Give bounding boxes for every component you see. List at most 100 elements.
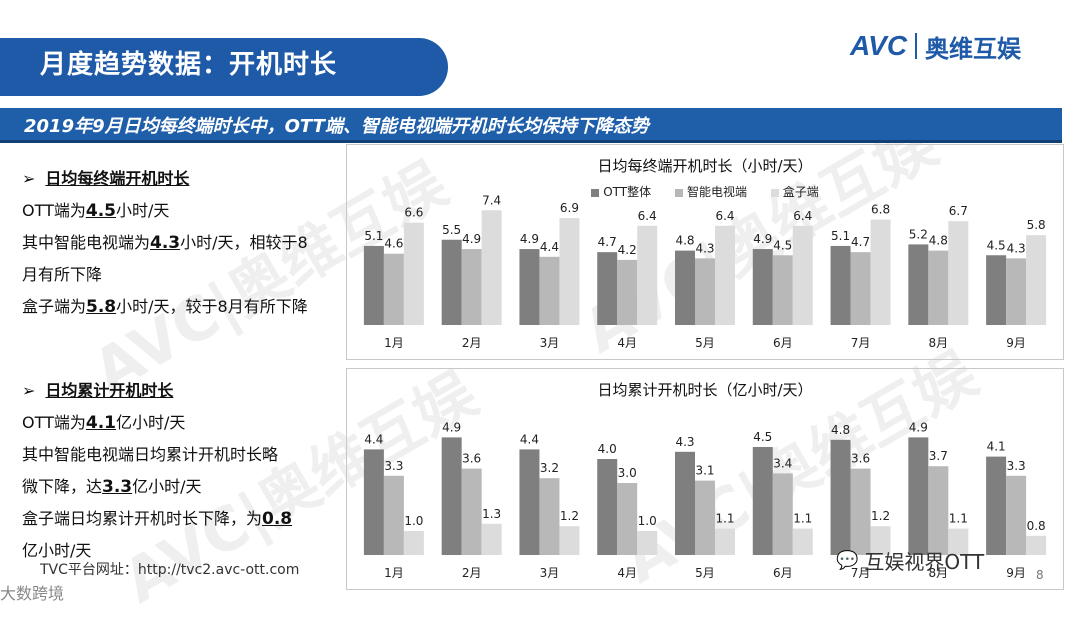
data-label: 3.6 <box>851 452 870 466</box>
bar <box>539 256 560 325</box>
data-label: 1.0 <box>404 514 423 528</box>
data-label: 6.7 <box>949 204 968 218</box>
summary-line: 月有所下降 <box>22 265 103 284</box>
bar <box>695 480 715 555</box>
bar <box>908 244 929 325</box>
bar <box>559 218 580 325</box>
bar <box>830 245 851 325</box>
data-label: 4.4 <box>540 240 559 254</box>
bar <box>928 250 949 325</box>
data-label: 4.5 <box>773 238 792 252</box>
x-tick-label: 5月 <box>695 336 715 350</box>
bar <box>637 225 658 325</box>
bar <box>752 249 773 325</box>
legend-item: 盒子端 <box>770 185 819 199</box>
summary-line: OTT端为4.1亿小时/天 <box>22 413 186 433</box>
bar <box>986 255 1007 325</box>
data-label: 5.5 <box>442 223 461 237</box>
legend-swatch <box>674 188 683 197</box>
x-tick-label: 2月 <box>462 566 482 580</box>
bar <box>1006 258 1027 325</box>
data-label: 4.4 <box>520 432 539 446</box>
data-label: 4.5 <box>753 430 772 444</box>
bar <box>617 483 638 555</box>
data-label: 6.4 <box>715 209 734 223</box>
data-label: 3.3 <box>1007 459 1026 473</box>
data-label: 4.4 <box>364 432 383 446</box>
bottom-logo: 大数跨境 <box>0 584 65 603</box>
data-label: 6.8 <box>871 203 890 217</box>
bar <box>559 526 580 555</box>
data-label: 1.2 <box>560 509 579 523</box>
data-label: 1.1 <box>793 512 812 526</box>
logo: AVC 奥维互娱 <box>850 30 1022 63</box>
bar <box>363 449 384 555</box>
x-tick-label: 1月 <box>384 336 404 350</box>
wechat-name: 互娱视界OTT <box>864 550 985 574</box>
data-label: 6.4 <box>638 209 657 223</box>
bar <box>383 253 404 325</box>
bar <box>481 523 502 555</box>
data-label: 4.8 <box>831 423 850 437</box>
x-tick-label: 9月 <box>1006 566 1026 580</box>
logo-name: 奥维互娱 <box>925 34 1022 63</box>
summary-line: 盒子端为5.8小时/天，较于8月有所下降 <box>22 297 308 317</box>
bar <box>403 222 424 325</box>
summary-line: OTT端为4.5小时/天 <box>22 201 170 221</box>
subtitle: 2019年9月日均每终端时长中，OTT端、智能电视端开机时长均保持下降态势 <box>24 116 649 137</box>
data-label: 0.8 <box>1027 519 1046 533</box>
bar <box>481 210 502 325</box>
data-label: 4.1 <box>987 440 1006 454</box>
data-label: 7.4 <box>482 193 501 207</box>
data-label: 3.1 <box>695 464 714 478</box>
bar <box>519 449 540 555</box>
data-label: 4.7 <box>851 235 870 249</box>
bar <box>363 245 384 325</box>
data-label: 1.1 <box>715 512 734 526</box>
summary-cumulative: ➢ 日均累计开机时长 OTT端为4.1亿小时/天 其中智能电视端日均累计开机时长略… <box>22 375 292 567</box>
x-tick-label: 6月 <box>773 336 793 350</box>
bar <box>948 221 969 325</box>
x-tick-label: 1月 <box>384 566 404 580</box>
data-label: 4.9 <box>753 232 772 246</box>
wechat-icon: 💬 <box>836 550 859 571</box>
bar <box>383 475 404 555</box>
section-heading: ➢ 日均每终端开机时长 <box>22 169 190 188</box>
x-tick-label: 2月 <box>462 336 482 350</box>
x-tick-label: 4月 <box>617 336 637 350</box>
data-label: 6.6 <box>404 206 423 220</box>
bar <box>637 531 658 555</box>
data-label: 4.3 <box>1007 241 1026 255</box>
data-label: 5.1 <box>364 229 383 243</box>
page-title: 月度趋势数据：开机时长 <box>40 50 338 80</box>
bar <box>597 459 618 555</box>
arrow-bullet-icon: ➢ <box>22 169 36 188</box>
bar <box>986 456 1007 555</box>
data-label: 3.7 <box>929 449 948 463</box>
x-tick-label: 9月 <box>1006 336 1026 350</box>
data-label: 4.3 <box>675 435 694 449</box>
bar <box>908 437 929 555</box>
bar <box>597 252 618 325</box>
title-bar: 月度趋势数据：开机时长 <box>0 38 448 96</box>
logo-brand: AVC <box>850 30 908 61</box>
section-heading: ➢ 日均累计开机时长 <box>22 381 174 400</box>
data-label: 4.0 <box>598 442 617 456</box>
data-label: 4.2 <box>618 243 637 257</box>
x-tick-label: 3月 <box>540 566 560 580</box>
legend-swatch <box>770 188 779 197</box>
data-label: 5.8 <box>1027 218 1046 232</box>
data-label: 4.9 <box>520 232 539 246</box>
data-label: 6.9 <box>560 201 579 215</box>
footer-url[interactable]: TVC平台网址：http://tvc2.avc-ott.com <box>40 562 300 578</box>
bar <box>695 258 715 325</box>
summary-line: 微下降，达3.3亿小时/天 <box>22 477 202 497</box>
bar <box>830 439 851 555</box>
chart-title: 日均每终端开机时长（小时/天） <box>597 157 813 175</box>
bar <box>928 466 949 555</box>
x-tick-label: 3月 <box>540 336 560 350</box>
data-label: 3.4 <box>773 456 792 470</box>
bar <box>441 437 462 555</box>
wechat-account: 💬 互娱视界OTT <box>836 546 984 575</box>
summary-line: 亿小时/天 <box>22 541 92 560</box>
